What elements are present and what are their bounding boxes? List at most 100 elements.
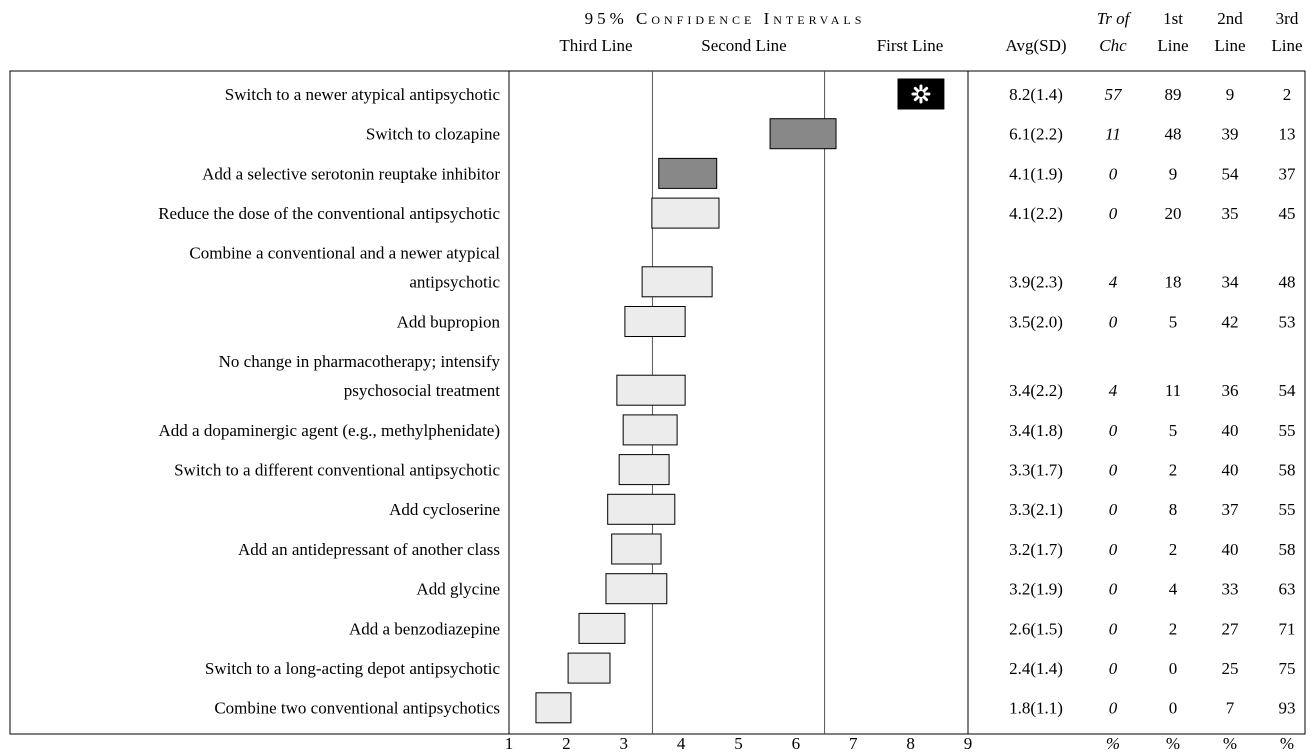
column-header: Avg(SD) [1005, 36, 1066, 55]
row-label: Combine two conventional antipsychotics [214, 699, 500, 718]
row-label: Switch to a different conventional antip… [174, 461, 500, 480]
confidence-interval [622, 414, 678, 446]
row-label: Add an antidepressant of another class [238, 540, 500, 559]
confidence-interval [641, 266, 713, 298]
x-tick-label: 3 [620, 734, 629, 753]
cell: 71 [1279, 619, 1296, 638]
cell: 8.2(1.4) [1009, 85, 1063, 104]
table-frame [9, 70, 1306, 735]
cell: 25 [1222, 659, 1239, 678]
cell: 3.4(2.2) [1009, 381, 1063, 400]
column-header: Line [1271, 36, 1302, 55]
cell: 0 [1169, 659, 1178, 678]
row-label: Add a selective serotonin reuptake inhib… [202, 164, 500, 183]
cell: 7 [1226, 699, 1235, 718]
column-header: Line [1157, 36, 1188, 55]
cell: 54 [1279, 381, 1297, 400]
cell: 3.2(1.9) [1009, 580, 1063, 599]
x-tick-label: 5 [734, 734, 743, 753]
column-header: Chc [1099, 36, 1127, 55]
cell: 48 [1279, 273, 1296, 292]
row-label: Switch to clozapine [366, 125, 500, 144]
cell: 40 [1222, 540, 1239, 559]
tier-label: Third Line [559, 36, 632, 55]
cell: 3.9(2.3) [1009, 273, 1063, 292]
cell: 48 [1165, 125, 1182, 144]
cell: 9 [1169, 164, 1178, 183]
cell: 4 [1169, 580, 1178, 599]
column-header: 3rd [1276, 9, 1299, 28]
confidence-interval [618, 454, 670, 486]
cell: 39 [1222, 125, 1239, 144]
first-line-star [911, 84, 931, 104]
cell: 37 [1222, 500, 1240, 519]
chart-title: 95% Confidence Intervals [585, 9, 866, 28]
cell: 0 [1109, 580, 1118, 599]
cell: 42 [1222, 312, 1239, 331]
cell: 13 [1279, 125, 1296, 144]
confidence-interval [624, 306, 686, 337]
cell: 75 [1279, 659, 1296, 678]
confidence-interval [611, 533, 662, 565]
cell: 40 [1222, 421, 1239, 440]
confidence-interval [616, 374, 686, 406]
cell: 0 [1109, 500, 1118, 519]
cell: 2 [1169, 461, 1178, 480]
cell: 55 [1279, 500, 1296, 519]
confidence-interval [578, 612, 626, 644]
unit-label: % [1280, 734, 1294, 753]
cell: 5 [1169, 312, 1178, 331]
cell: 0 [1109, 461, 1118, 480]
confidence-interval [535, 692, 572, 724]
cell: 11 [1105, 125, 1121, 144]
cell: 2.6(1.5) [1009, 619, 1063, 638]
cell: 0 [1109, 204, 1118, 223]
cell: 0 [1109, 312, 1118, 331]
cell: 0 [1109, 421, 1118, 440]
cell: 2 [1169, 540, 1178, 559]
x-tick-label: 2 [562, 734, 571, 753]
cell: 9 [1226, 85, 1235, 104]
cell: 3.4(1.8) [1009, 421, 1063, 440]
cell: 58 [1279, 540, 1296, 559]
cell: 0 [1109, 659, 1118, 678]
cell: 0 [1109, 164, 1118, 183]
cell: 3.3(1.7) [1009, 461, 1063, 480]
cell: 3.5(2.0) [1009, 312, 1063, 331]
cell: 37 [1279, 164, 1297, 183]
row-label: Reduce the dose of the conventional anti… [158, 204, 500, 223]
confidence-interval [651, 197, 720, 229]
cell: 2 [1283, 85, 1292, 104]
tier-label: Second Line [701, 36, 786, 55]
cell: 11 [1165, 381, 1181, 400]
row-label: Combine a conventional and a newer atypi… [189, 244, 500, 263]
column-header: Tr of [1097, 9, 1132, 28]
x-tick-label: 6 [792, 734, 801, 753]
cell: 6.1(2.2) [1009, 125, 1063, 144]
cell: 89 [1165, 85, 1182, 104]
cell: 53 [1279, 312, 1296, 331]
cell: 55 [1279, 421, 1296, 440]
unit-label: % [1106, 734, 1120, 753]
row-label: Switch to a long-acting depot antipsycho… [205, 659, 501, 678]
cell: 33 [1222, 580, 1239, 599]
cell: 27 [1222, 619, 1240, 638]
x-tick-label: 9 [964, 734, 973, 753]
cell: 5 [1169, 421, 1178, 440]
row-label: Add glycine [416, 580, 500, 599]
row-label: No change in pharmacotherapy; intensify [219, 352, 501, 371]
confidence-interval [607, 493, 676, 525]
x-tick-label: 8 [906, 734, 915, 753]
row-label: Add a benzodiazepine [349, 619, 500, 638]
cell: 0 [1109, 699, 1118, 718]
row-label: antipsychotic [409, 273, 500, 292]
cell: 0 [1109, 540, 1118, 559]
cell: 40 [1222, 461, 1239, 480]
row-label: Switch to a newer atypical antipsychotic [225, 85, 501, 104]
row-label: Add bupropion [397, 312, 501, 331]
tier-label: First Line [877, 36, 944, 55]
cell: 54 [1222, 164, 1240, 183]
cell: 8 [1169, 500, 1178, 519]
cell: 4 [1109, 273, 1118, 292]
